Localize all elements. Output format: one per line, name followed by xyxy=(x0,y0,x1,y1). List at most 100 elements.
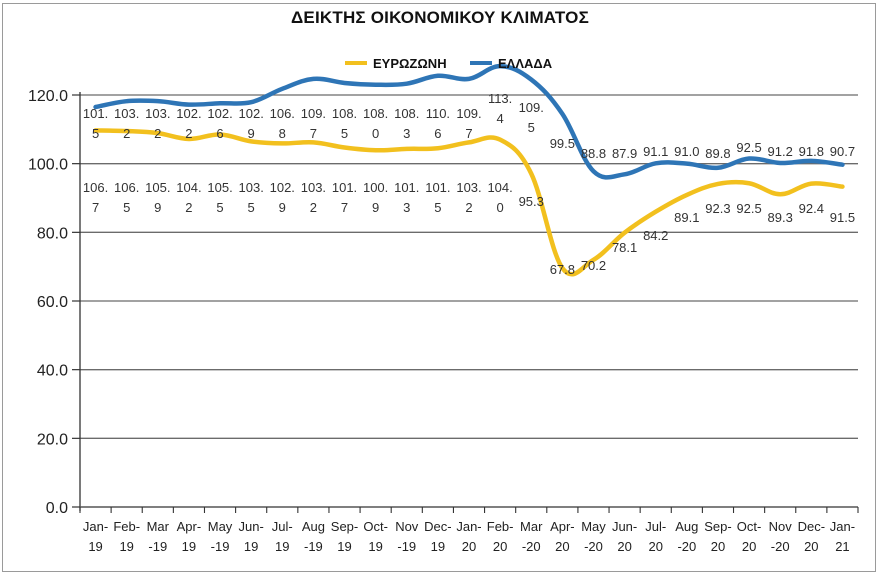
greece-data-label: 9 xyxy=(248,126,255,141)
greece-data-label: 2 xyxy=(185,126,192,141)
greece-data-label: 102. xyxy=(176,106,201,121)
greece-data-label: 7 xyxy=(465,126,472,141)
y-tick-label: 80.0 xyxy=(37,225,68,242)
greece-data-label: 92.5 xyxy=(736,140,761,155)
eurozone-data-label: 103. xyxy=(456,180,481,195)
y-tick-label: 60.0 xyxy=(37,294,68,311)
x-tick-label: Jun- xyxy=(239,519,264,534)
eurozone-data-label: 92.4 xyxy=(799,201,824,216)
x-tick-label: 19 xyxy=(119,539,133,554)
greece-data-label: 109. xyxy=(456,106,481,121)
eurozone-data-label: 92.3 xyxy=(705,201,730,216)
x-tick-label: 19 xyxy=(275,539,289,554)
x-tick-label: Mar xyxy=(520,519,543,534)
eurozone-data-label: 91.5 xyxy=(830,210,855,225)
eurozone-data-label: 84.2 xyxy=(643,228,668,243)
eurozone-data-label: 103. xyxy=(301,180,326,195)
greece-line xyxy=(93,63,845,180)
eurozone-data-label: 106. xyxy=(83,180,108,195)
eurozone-data-label: 100. xyxy=(363,180,388,195)
greece-data-label: 99.5 xyxy=(550,136,575,151)
x-tick-label: 20 xyxy=(462,539,476,554)
eurozone-data-label: 78.1 xyxy=(612,240,637,255)
x-tick-label: Jan- xyxy=(456,519,481,534)
x-tick-label: Jan- xyxy=(83,519,108,534)
greece-data-label: 90.7 xyxy=(830,144,855,159)
greece-data-label: 5 xyxy=(528,120,535,135)
eurozone-data-label: 102. xyxy=(270,180,295,195)
y-tick-label: 40.0 xyxy=(37,363,68,380)
legend-label-eurozone: ΕΥΡΩΖΩΝΗ xyxy=(373,56,447,71)
greece-data-label: 91.1 xyxy=(643,144,668,159)
chart-frame xyxy=(2,3,876,572)
greece-data-label: 2 xyxy=(154,126,161,141)
eurozone-line xyxy=(93,128,845,277)
greece-data-label: 110. xyxy=(426,106,450,121)
x-tick-label: Jun- xyxy=(612,519,637,534)
greece-data-label: 87.9 xyxy=(612,146,637,161)
x-tick-label: 20 xyxy=(493,539,507,554)
greece-data-label: 0 xyxy=(372,126,379,141)
greece-data-label: 5 xyxy=(341,126,348,141)
x-tick-label: 19 xyxy=(244,539,258,554)
x-tick-label: 20 xyxy=(711,539,725,554)
greece-data-label: 109. xyxy=(301,106,326,121)
eurozone-data-label: 5 xyxy=(248,200,255,215)
greece-data-label: 3 xyxy=(403,126,410,141)
eurozone-data-label: 95.3 xyxy=(519,194,544,209)
eurozone-data-label: 101. xyxy=(425,180,450,195)
greece-data-label: 102. xyxy=(239,106,264,121)
x-tick-label: Jul- xyxy=(645,519,666,534)
x-tick-label: Nov xyxy=(395,519,419,534)
x-tick-label: Mar xyxy=(147,519,170,534)
eurozone-data-label: 3 xyxy=(403,200,410,215)
eurozone-data-label: 2 xyxy=(310,200,317,215)
x-tick-label: -19 xyxy=(211,539,230,554)
greece-data-label: 4 xyxy=(497,111,504,126)
x-tick-label: Oct- xyxy=(363,519,388,534)
eurozone-data-label: 106. xyxy=(114,180,139,195)
x-tick-label: -19 xyxy=(148,539,167,554)
x-tick-label: Aug xyxy=(302,519,325,534)
x-tick-label: Sep- xyxy=(704,519,731,534)
greece-data-label: 113. xyxy=(488,91,512,106)
x-tick-label: Jul- xyxy=(272,519,293,534)
legend-label-greece: ΕΛΛΑΔΑ xyxy=(498,56,553,71)
x-tick-label: Aug xyxy=(675,519,698,534)
x-tick-label: Dec- xyxy=(424,519,451,534)
x-tick-label: Jan- xyxy=(830,519,855,534)
eurozone-data-label: 7 xyxy=(92,200,99,215)
eurozone-data-label: 2 xyxy=(465,200,472,215)
x-tick-label: 19 xyxy=(337,539,351,554)
x-tick-label: Dec- xyxy=(798,519,825,534)
y-tick-label: 0.0 xyxy=(46,500,68,517)
eurozone-data-label: 105. xyxy=(207,180,232,195)
greece-data-label: 108. xyxy=(332,106,357,121)
x-tick-label: 19 xyxy=(431,539,445,554)
x-tick-label: 19 xyxy=(88,539,102,554)
x-tick-label: Feb- xyxy=(113,519,140,534)
eurozone-data-label: 9 xyxy=(372,200,379,215)
x-tick-label: 20 xyxy=(804,539,818,554)
greece-data-label: 6 xyxy=(434,126,441,141)
eurozone-data-label: 105. xyxy=(145,180,170,195)
eurozone-data-label: 5 xyxy=(216,200,223,215)
greece-data-label: 101. xyxy=(83,106,108,121)
eurozone-data-label: 89.1 xyxy=(674,210,699,225)
greece-data-label: 89.8 xyxy=(705,146,730,161)
greece-data-label: 102. xyxy=(207,106,232,121)
x-tick-label: -20 xyxy=(584,539,603,554)
x-tick-label: 19 xyxy=(368,539,382,554)
greece-data-label: 103. xyxy=(145,106,170,121)
greece-data-label: 8 xyxy=(279,126,286,141)
eurozone-data-label: 92.5 xyxy=(736,201,761,216)
x-tick-label: 19 xyxy=(182,539,196,554)
eurozone-data-label: 0 xyxy=(497,200,504,215)
eurozone-data-label: 89.3 xyxy=(768,210,793,225)
greece-data-label: 7 xyxy=(310,126,317,141)
y-tick-label: 120.0 xyxy=(28,88,68,105)
x-tick-label: 20 xyxy=(648,539,662,554)
y-tick-label: 20.0 xyxy=(37,431,68,448)
eurozone-data-label: 9 xyxy=(279,200,286,215)
